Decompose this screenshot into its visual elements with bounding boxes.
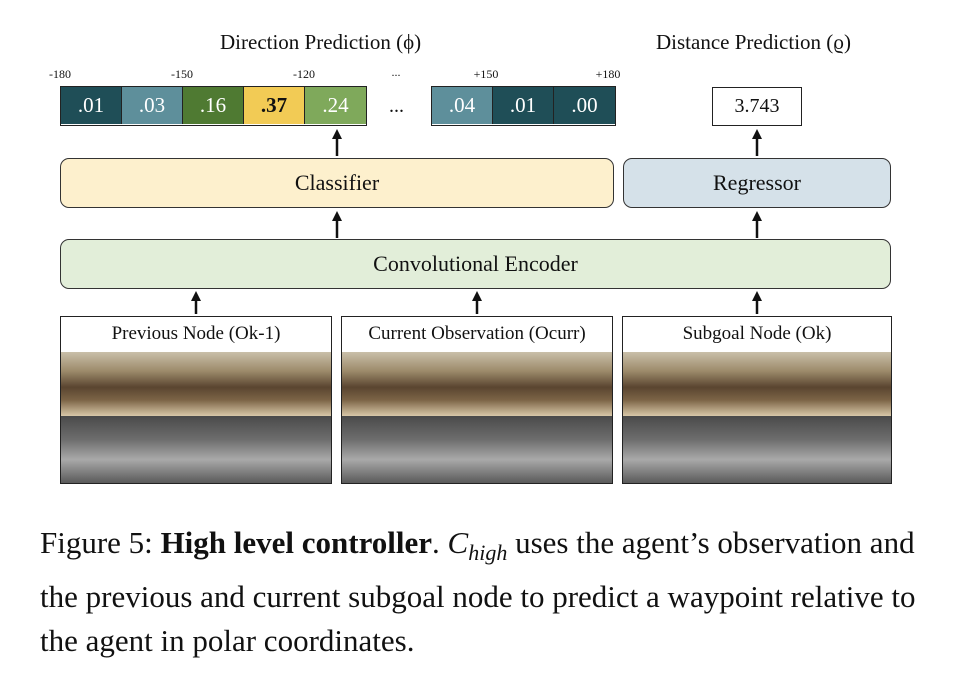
direction-prediction-title: Direction Prediction (ϕ) bbox=[220, 30, 422, 54]
rgb-panorama bbox=[342, 352, 612, 416]
regressor-block: Regressor bbox=[623, 158, 891, 208]
direction-cell: .01 bbox=[493, 87, 554, 124]
panel-title: Subgoal Node (Ok) bbox=[682, 323, 832, 344]
caption-rest: uses the agent’s observation and the pre… bbox=[40, 525, 916, 659]
distance-prediction-title: Distance Prediction (ϱ) bbox=[656, 30, 851, 54]
caption-math-sub: high bbox=[468, 540, 508, 566]
panel-title: Current Observation (Ocurr) bbox=[368, 323, 586, 344]
caption-prefix: Figure 5: bbox=[40, 525, 161, 560]
current-observation-panel: Current Observation (Ocurr) bbox=[341, 316, 613, 484]
classifier-block: Classifier bbox=[60, 158, 614, 208]
depth-panorama bbox=[342, 416, 612, 483]
tick-label: ... bbox=[391, 65, 401, 79]
distance-value-box: 3.743 bbox=[712, 87, 802, 126]
direction-cell-max: .37 bbox=[244, 87, 305, 124]
rgb-panorama bbox=[61, 352, 331, 416]
tick-label: -120 bbox=[293, 67, 315, 81]
caption-math: C bbox=[447, 525, 469, 560]
direction-cells-left: .01 .03 .16 .37 .24 bbox=[60, 86, 367, 126]
figure-caption: Figure 5: High level controller. Chigh u… bbox=[40, 521, 920, 663]
convolutional-encoder-block: Convolutional Encoder bbox=[60, 239, 891, 289]
depth-panorama bbox=[61, 416, 331, 483]
caption-bold-title: High level controller bbox=[160, 525, 433, 560]
direction-cell: .24 bbox=[305, 87, 366, 124]
caption-after-bold: . bbox=[432, 525, 448, 560]
direction-cell: .03 bbox=[122, 87, 183, 124]
cells-ellipsis: ... bbox=[389, 95, 404, 117]
subgoal-node-panel: Subgoal Node (Ok) bbox=[622, 316, 892, 484]
direction-cell: .04 bbox=[432, 87, 493, 124]
direction-cell: .16 bbox=[183, 87, 244, 124]
tick-label: -180 bbox=[49, 67, 71, 81]
depth-panorama bbox=[623, 416, 891, 483]
tick-label: -150 bbox=[171, 67, 193, 81]
rgb-panorama bbox=[623, 352, 891, 416]
tick-label: +150 bbox=[473, 67, 499, 81]
arrows bbox=[191, 129, 762, 314]
direction-cells-right: .04 .01 .00 bbox=[431, 86, 616, 126]
direction-cell: .01 bbox=[61, 87, 122, 124]
direction-cell: .00 bbox=[554, 87, 615, 124]
panel-title: Previous Node (Ok-1) bbox=[111, 323, 281, 344]
tick-label: +180 bbox=[595, 67, 621, 81]
previous-node-panel: Previous Node (Ok-1) bbox=[60, 316, 332, 484]
